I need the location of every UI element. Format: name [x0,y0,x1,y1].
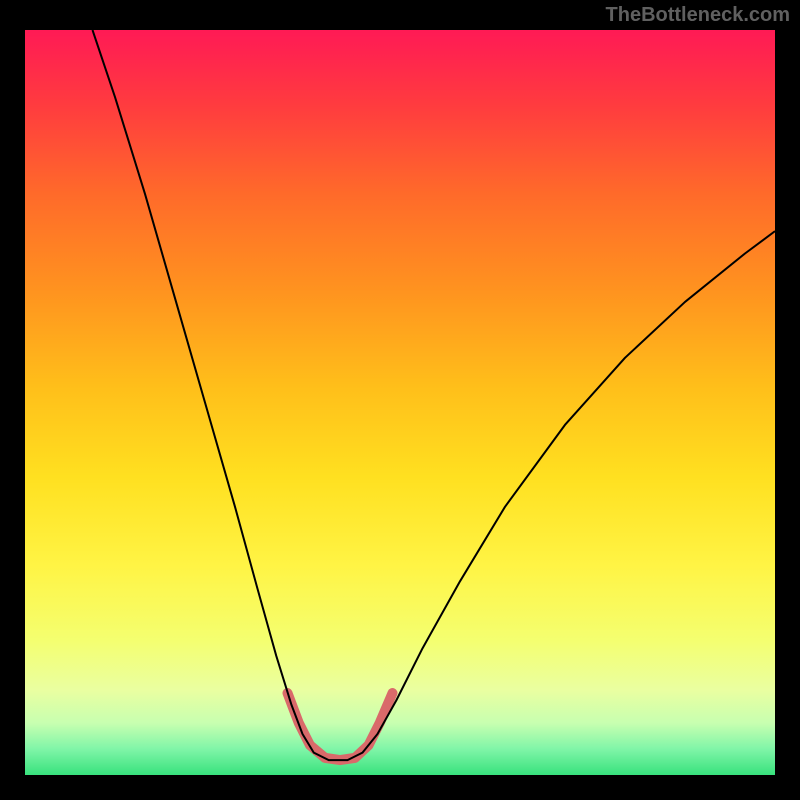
chart-svg [25,30,775,775]
plot-area [25,30,775,775]
watermark-text: TheBottleneck.com [606,4,790,27]
gradient-background [25,30,775,775]
chart-frame: TheBottleneck.com [0,0,800,800]
